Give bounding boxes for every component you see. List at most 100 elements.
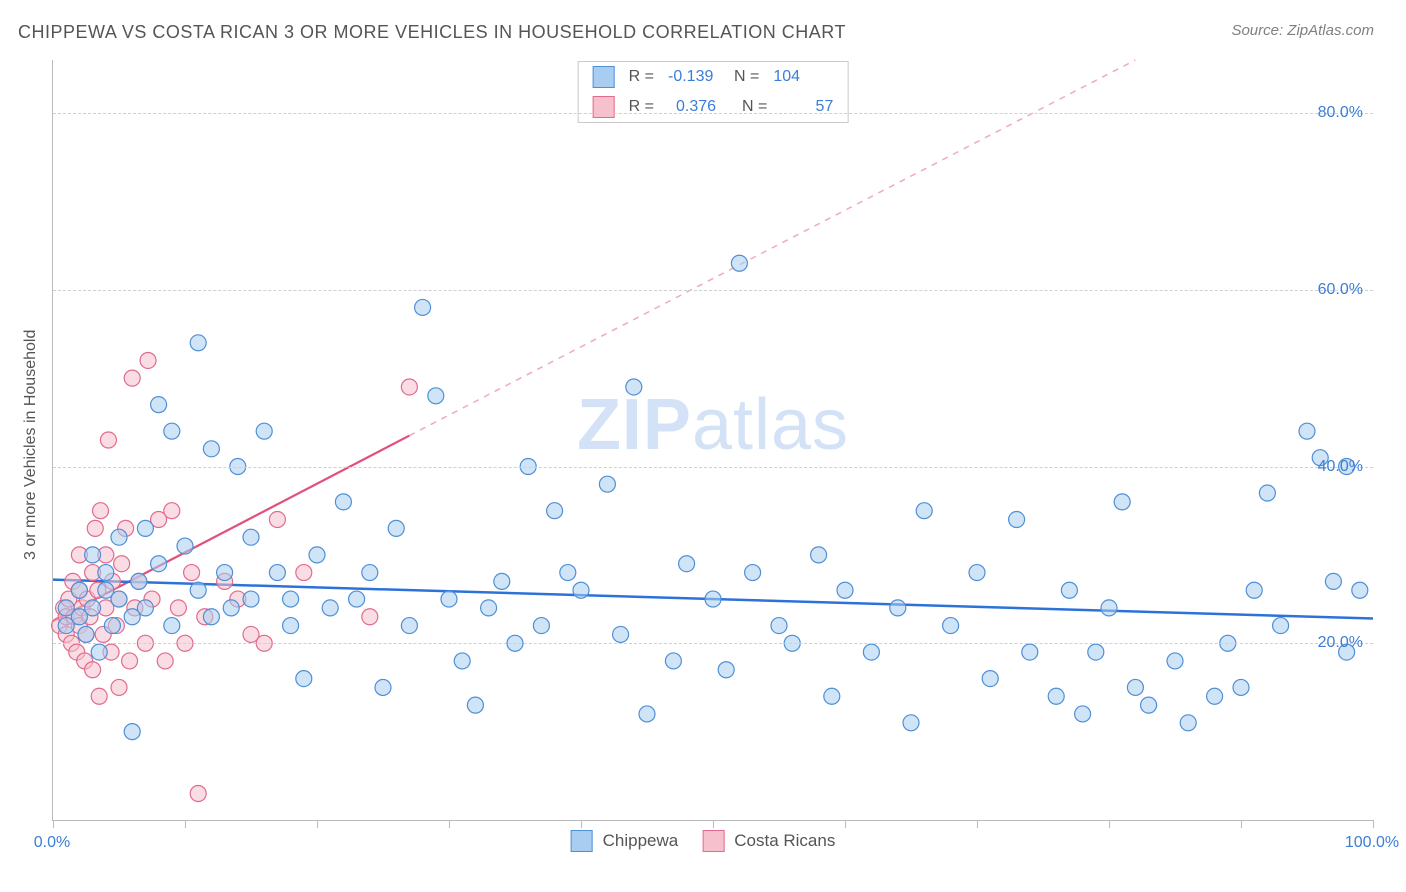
scatter-point [415,299,431,315]
n-value-1: 104 [773,68,825,86]
scatter-point [111,529,127,545]
scatter-point [283,591,299,607]
scatter-point [1141,697,1157,713]
scatter-point [481,600,497,616]
legend-label-costarican: Costa Ricans [734,831,835,851]
scatter-point [1259,485,1275,501]
scatter-point [243,529,259,545]
scatter-point [98,565,114,581]
chart-container: CHIPPEWA VS COSTA RICAN 3 OR MORE VEHICL… [0,0,1406,892]
x-tick-label: 100.0% [1345,834,1399,852]
scatter-point [467,697,483,713]
y-tick-label: 60.0% [1318,281,1363,299]
scatter-point [322,600,338,616]
plot-area: ZIPatlas R = -0.139 N = 104 R = 0.376 N … [52,60,1373,821]
scatter-point [731,255,747,271]
scatter-point [1352,582,1368,598]
scatter-point [1114,494,1130,510]
scatter-point [223,600,239,616]
scatter-point [837,582,853,598]
scatter-point [349,591,365,607]
scatter-point [982,671,998,687]
scatter-point [87,520,103,536]
scatter-point [771,618,787,634]
scatter-point [203,609,219,625]
scatter-point [111,679,127,695]
scatter-point [401,618,417,634]
scatter-point [718,662,734,678]
scatter-point [100,432,116,448]
scatter-point [599,476,615,492]
scatter-point [388,520,404,536]
scatter-point [613,626,629,642]
x-tick-label: 0.0% [34,834,70,852]
source-credit: Source: ZipAtlas.com [1231,22,1374,39]
scatter-point [137,600,153,616]
scatter-point [164,423,180,439]
legend-item-costarican: Costa Ricans [702,830,835,852]
scatter-point [1180,715,1196,731]
scatter-point [1048,688,1064,704]
scatter-point [122,653,138,669]
r-value-1: -0.139 [668,68,720,86]
scatter-point [401,379,417,395]
y-axis-label: 3 or more Vehicles in Household [22,330,40,560]
scatter-point [140,352,156,368]
scatter-point [863,644,879,660]
scatter-point [85,662,101,678]
r-label-1: R = [629,68,654,86]
scatter-point [943,618,959,634]
scatter-point [190,785,206,801]
scatter-point [1009,512,1025,528]
scatter-point [91,644,107,660]
scatter-point [745,565,761,581]
scatter-point [124,370,140,386]
scatter-point [151,397,167,413]
legend-series: Chippewa Costa Ricans [571,830,836,852]
scatter-point [111,591,127,607]
scatter-point [626,379,642,395]
y-tick-label: 40.0% [1318,458,1363,476]
scatter-point [190,582,206,598]
scatter-point [969,565,985,581]
scatter-point [494,573,510,589]
swatch-chippewa-bottom [571,830,593,852]
scatter-point [1061,582,1077,598]
scatter-point [203,441,219,457]
scatter-point [164,618,180,634]
scatter-point [151,556,167,572]
scatter-point [362,609,378,625]
swatch-chippewa [593,66,615,88]
scatter-point [177,538,193,554]
scatter-point [296,671,312,687]
scatter-point [454,653,470,669]
scatter-point [296,565,312,581]
scatter-point [665,653,681,669]
scatter-point [78,626,94,642]
scatter-point [1207,688,1223,704]
scatter-point [560,565,576,581]
scatter-point [85,600,101,616]
scatter-point [890,600,906,616]
scatter-point [114,556,130,572]
scatter-point [1273,618,1289,634]
scatter-point [269,512,285,528]
scatter-point [639,706,655,722]
y-tick-label: 80.0% [1318,104,1363,122]
scatter-point [679,556,695,572]
scatter-point [104,618,120,634]
scatter-point [164,503,180,519]
scatter-point [256,423,272,439]
scatter-point [375,679,391,695]
scatter-point [283,618,299,634]
scatter-point [533,618,549,634]
legend-stats-row-1: R = -0.139 N = 104 [579,62,848,92]
scatter-point [824,688,840,704]
scatter-point [1246,582,1262,598]
n-label-1: N = [734,68,759,86]
swatch-costarican [593,96,615,118]
scatter-point [811,547,827,563]
scatter-point [705,591,721,607]
scatter-point [157,653,173,669]
scatter-point [269,565,285,581]
